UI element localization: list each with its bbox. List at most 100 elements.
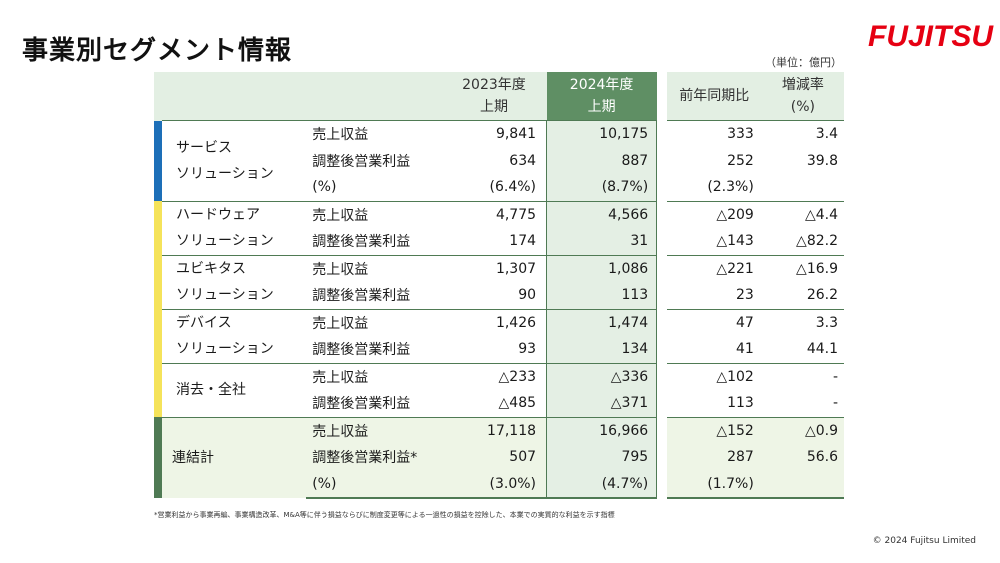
metric-label: 売上収益 [306,200,442,228]
metric-label: 調整後営業利益 [312,342,411,359]
segment-name-line1: デバイス [176,315,232,331]
metric-label: 調整後営業利益 [312,234,411,251]
gap-cell [656,417,667,444]
value-rate: 44.1 [806,341,838,358]
value-yoy: △209 [666,200,762,228]
value-yoy: (1.7%) [666,470,762,499]
value-2024: 795 [546,444,658,471]
header-fy2023-year: 2023年度 [462,77,526,93]
value-2023: 17,118 [441,416,547,444]
header-fy2023: 2023年度 上期 [441,72,547,121]
table-row: 調整後営業利益 90 113 23 26.2 [154,282,844,309]
page-title: 事業別セグメント情報 [22,36,293,66]
gap-cell [656,363,667,390]
header-rate-unit: (%) [790,99,816,115]
table-row: サービス ソリューション 売上収益 9,841 10,175 333 3.4 [154,120,844,201]
segment-name-line1: サービス [176,139,232,156]
segment-color-bar [154,255,162,309]
gap-cell [656,336,667,363]
footnote: *営業利益から事業再編、事業構造改革、M&A等に伴う損益ならびに制度変更等による… [154,511,615,519]
value-2024: 1,474 [546,308,658,336]
header-fy2024-half: 上期 [587,99,616,115]
header-blank [154,72,442,121]
segment-color-bar [154,120,162,201]
total-row: 連結計 売上収益 17,118 16,966 △152 △0.9 [154,416,844,498]
segment-name: ハードウェア ソリューション [162,200,307,255]
total-row: (%) (3.0%) (4.7%) (1.7%) [154,470,844,499]
value-rate: 3.4 [761,120,844,148]
metric-label: 売上収益 [306,254,442,282]
table-row: (%) (6.4%) (8.7%) (2.3%) [154,174,844,201]
gap-cell [656,147,667,174]
value-yoy: △143 [716,233,754,250]
metric-label: (%) [306,470,442,499]
value-2024: 887 [546,147,658,174]
value-rate [761,470,844,499]
table-row: ハードウェア ソリューション 売上収益 4,775 4,566 △209 △4.4 [154,200,844,255]
metric-label: (%) [312,179,337,196]
value-2024: △336 [546,362,658,390]
metric-label: 調整後営業利益* [306,444,442,471]
gap-cell [656,470,667,498]
table-header-row: 2023年度 上期 2024年度 上期 前年同期比 増減率 (%) [154,72,844,121]
gap-cell [656,255,667,282]
copyright: © 2024 Fujitsu Limited [872,536,976,546]
segment-name: ユビキタスソリューション [162,254,307,309]
value-2023: △485 [498,395,537,412]
value-yoy: △221 [666,254,762,282]
unit-label: （単位：億円） [765,56,842,69]
value-2024: (8.7%) [546,174,658,201]
value-yoy: (2.3%) [707,179,754,196]
segment-name: デバイスソリューション [162,308,307,363]
value-2023: 507 [441,444,547,471]
value-2023: 634 [509,152,537,169]
segment-name-line2: ソリューション [176,233,274,249]
value-2024: 16,966 [546,416,658,444]
value-yoy: △102 [666,362,762,390]
table-row: 調整後営業利益 93 134 41 44.1 [154,336,844,363]
segment-name-line1: ハードウェア [176,207,260,223]
segment-name-line2: ソリューション [176,287,274,303]
value-2024: 134 [546,336,658,363]
fujitsu-logo: FUJITSU [868,20,994,53]
segment-name-line2: ソリューション [176,341,274,357]
value-rate: 39.8 [806,152,838,169]
value-2024: 113 [546,282,658,309]
gap-cell [656,309,667,336]
table-row: 調整後営業利益 174 31 △143 △82.2 [154,228,844,255]
value-rate: - [832,395,838,412]
segment-color-bar [154,363,162,417]
value-2024: 1,086 [546,254,658,282]
value-2023: 93 [518,341,537,358]
segment-name-line1: ユビキタス [176,261,246,277]
metric-label: 調整後営業利益 [312,288,411,305]
table-row: ユビキタス ソリューション 売上収益 1,307 1,086 △221 △16.9 [154,254,844,309]
value-2023: 1,307 [441,254,547,282]
value-yoy: 287 [666,444,762,471]
value-yoy: △152 [666,416,762,444]
value-2023: 174 [509,233,537,250]
header-fy2024: 2024年度 上期 [546,72,657,121]
value-yoy: 333 [666,120,762,148]
value-rate: 3.3 [761,308,844,336]
header-rate: 増減率 (%) [761,72,844,121]
gap-cell [656,228,667,255]
header-fy2024-year: 2024年度 [569,77,634,93]
header-gap [656,72,667,121]
gap-cell [656,444,667,471]
gap-cell [656,120,667,148]
value-rate: △4.4 [761,200,844,228]
header-fy2023-half: 上期 [479,99,508,115]
metric-label: 売上収益 [306,362,442,390]
value-yoy: 252 [727,152,754,169]
gap-cell [656,201,667,228]
value-2023: 90 [518,287,537,304]
total-row: 調整後営業利益* 507 795 287 56.6 [154,444,844,471]
metric-label: 売上収益 [306,120,442,148]
gap-cell [656,282,667,309]
value-rate: △0.9 [761,416,844,444]
value-2023: (3.0%) [441,470,547,499]
metric-label: 調整後営業利益 [312,153,411,170]
segment-name: サービス ソリューション [162,120,307,201]
value-rate: 26.2 [806,287,838,304]
